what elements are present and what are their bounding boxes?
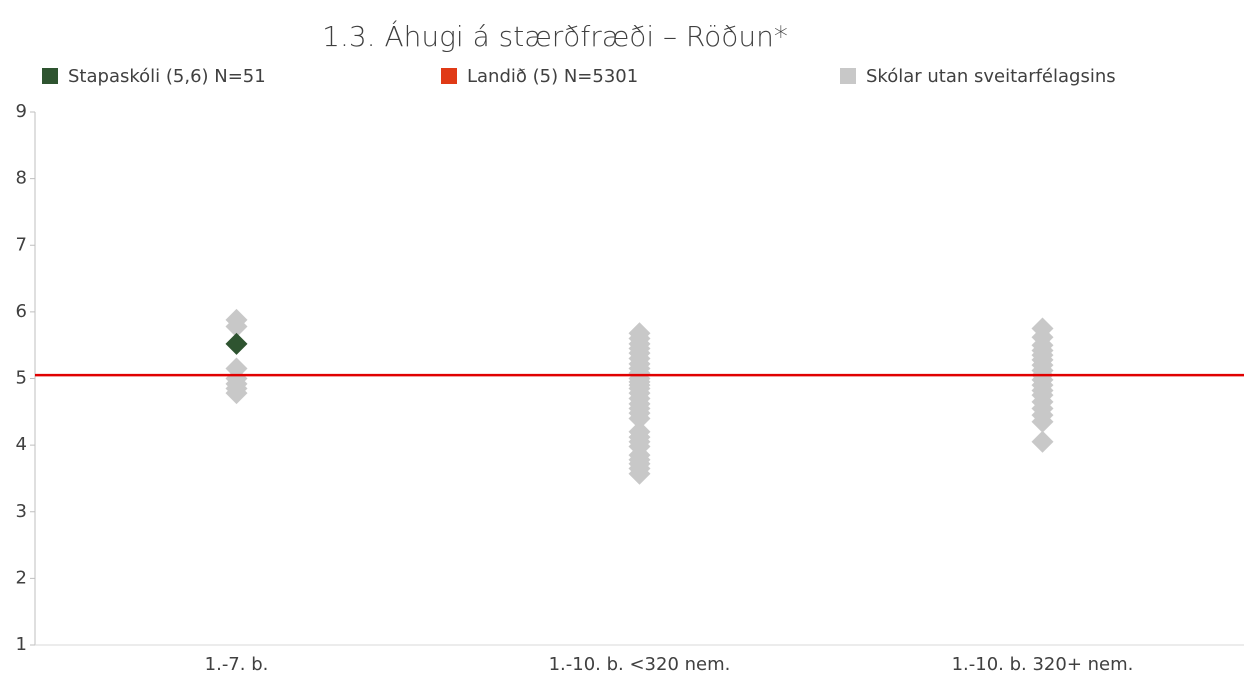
y-tick-label: 4	[16, 434, 27, 455]
y-tick-label: 7	[16, 234, 27, 255]
chart-title: 1.3. Áhugi á stærðfræði – Röðun*	[322, 19, 788, 53]
y-tick-label: 1	[16, 634, 27, 655]
other-school-point	[628, 407, 651, 430]
x-tick-label: 1.-7. b.	[205, 654, 269, 673]
legend-label: Skólar utan sveitarfélagsins	[866, 66, 1116, 87]
x-tick-label: 1.-10. b. <320 nem.	[549, 654, 731, 673]
other-school-point	[225, 315, 248, 338]
other-school-point	[1031, 410, 1054, 433]
y-tick-label: 2	[16, 567, 27, 588]
legend-label: Stapaskóli (5,6) N=51	[68, 66, 266, 87]
y-tick-label: 6	[16, 301, 27, 322]
school-point	[225, 332, 248, 355]
y-tick-label: 5	[16, 368, 27, 389]
legend-swatch	[840, 68, 856, 84]
legend-swatch	[441, 68, 457, 84]
legend-label: Landið (5) N=5301	[467, 66, 638, 87]
y-tick-label: 9	[16, 101, 27, 122]
legend-swatch	[42, 68, 58, 84]
x-tick-label: 1.-10. b. 320+ nem.	[952, 654, 1134, 673]
other-school-point	[628, 462, 651, 485]
other-school-point	[225, 382, 248, 405]
y-tick-label: 8	[16, 168, 27, 189]
y-tick-label: 3	[16, 501, 27, 522]
other-school-point	[1031, 430, 1054, 453]
